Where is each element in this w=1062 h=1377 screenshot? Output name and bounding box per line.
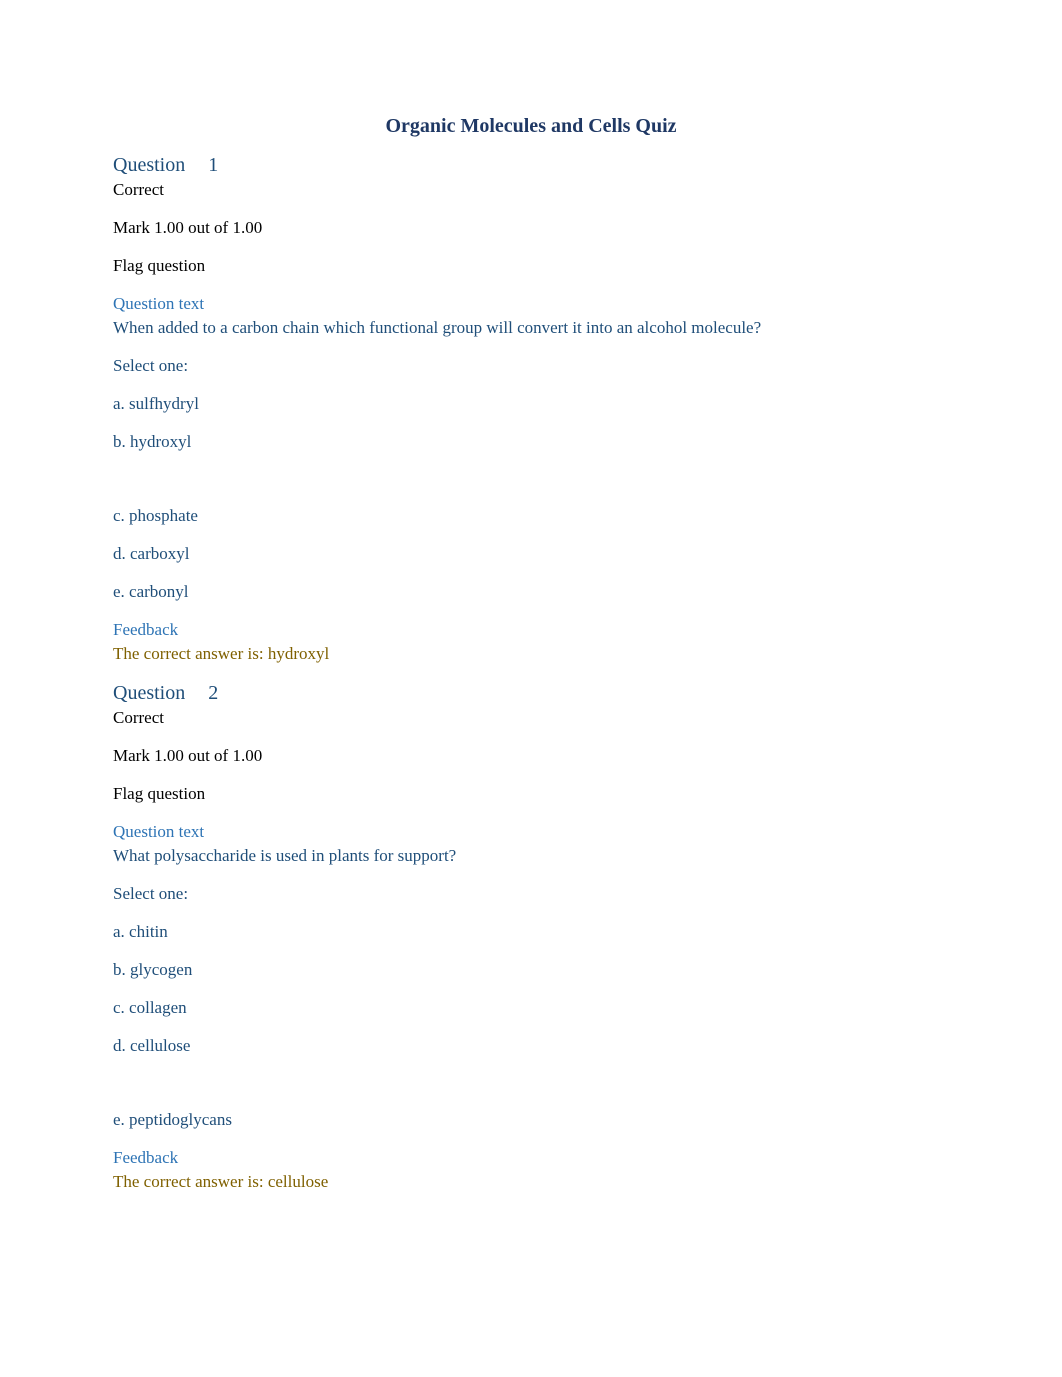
question-status: Correct xyxy=(113,708,949,728)
answer-option[interactable]: d. carboxyl xyxy=(113,544,949,564)
question-label: Question xyxy=(113,682,185,704)
question-block-2: Question 2 Correct Mark 1.00 out of 1.00… xyxy=(113,682,949,1192)
feedback-text: The correct answer is: hydroxyl xyxy=(113,644,949,664)
question-body: What polysaccharide is used in plants fo… xyxy=(113,846,949,866)
question-text-label: Question text xyxy=(113,294,949,314)
question-heading: Question 2 xyxy=(113,682,949,705)
answer-option[interactable]: e. peptidoglycans xyxy=(113,1110,949,1130)
flag-question-link[interactable]: Flag question xyxy=(113,256,949,276)
question-status: Correct xyxy=(113,180,949,200)
answer-option[interactable]: a. chitin xyxy=(113,922,949,942)
answer-option[interactable]: a. sulfhydryl xyxy=(113,394,949,414)
feedback-label: Feedback xyxy=(113,1148,949,1168)
answer-option[interactable]: b. hydroxyl xyxy=(113,432,949,452)
flag-question-link[interactable]: Flag question xyxy=(113,784,949,804)
question-body: When added to a carbon chain which funct… xyxy=(113,318,949,338)
select-one-label: Select one: xyxy=(113,356,949,376)
select-one-label: Select one: xyxy=(113,884,949,904)
question-text-label: Question text xyxy=(113,822,949,842)
question-mark: Mark 1.00 out of 1.00 xyxy=(113,218,949,238)
answer-option[interactable]: c. collagen xyxy=(113,998,949,1018)
answer-option[interactable]: b. glycogen xyxy=(113,960,949,980)
question-number: 2 xyxy=(208,682,218,704)
answer-option[interactable]: c. phosphate xyxy=(113,506,949,526)
question-mark: Mark 1.00 out of 1.00 xyxy=(113,746,949,766)
feedback-label: Feedback xyxy=(113,620,949,640)
feedback-text: The correct answer is: cellulose xyxy=(113,1172,949,1192)
answer-option[interactable]: e. carbonyl xyxy=(113,582,949,602)
answer-option[interactable]: d. cellulose xyxy=(113,1036,949,1056)
question-heading: Question 1 xyxy=(113,154,949,177)
page-title: Organic Molecules and Cells Quiz xyxy=(113,115,949,138)
question-block-1: Question 1 Correct Mark 1.00 out of 1.00… xyxy=(113,154,949,664)
question-label: Question xyxy=(113,154,185,176)
question-number: 1 xyxy=(208,154,218,176)
